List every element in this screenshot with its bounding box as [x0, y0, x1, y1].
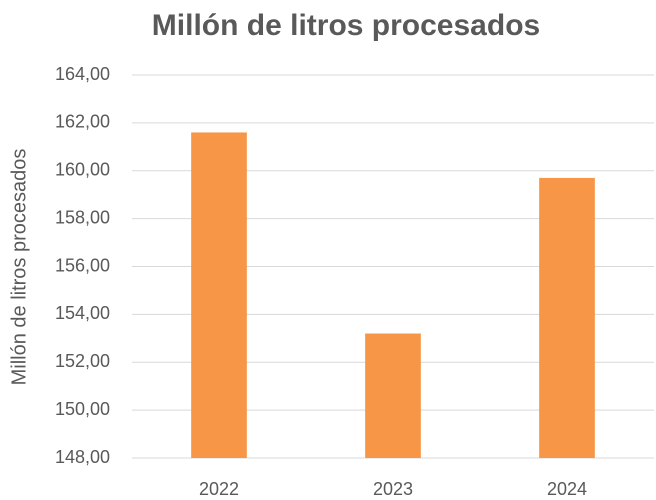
- y-tick-label: 148,00: [55, 447, 110, 467]
- x-tick-label: 2023: [373, 479, 413, 499]
- chart-title: Millón de litros procesados: [152, 9, 540, 42]
- y-tick-label: 150,00: [55, 399, 110, 419]
- y-tick-label: 158,00: [55, 207, 110, 227]
- bar: [191, 132, 247, 458]
- x-tick-label: 2022: [199, 479, 239, 499]
- y-tick-label: 154,00: [55, 303, 110, 323]
- y-tick-label: 156,00: [55, 255, 110, 275]
- y-tick-label: 160,00: [55, 160, 110, 180]
- bar: [365, 333, 421, 458]
- y-axis-title: Millón de litros procesados: [8, 149, 30, 386]
- y-tick-label: 162,00: [55, 112, 110, 132]
- x-tick-label: 2024: [547, 479, 587, 499]
- y-tick-label: 152,00: [55, 351, 110, 371]
- y-tick-label: 164,00: [55, 64, 110, 84]
- bar: [539, 177, 595, 458]
